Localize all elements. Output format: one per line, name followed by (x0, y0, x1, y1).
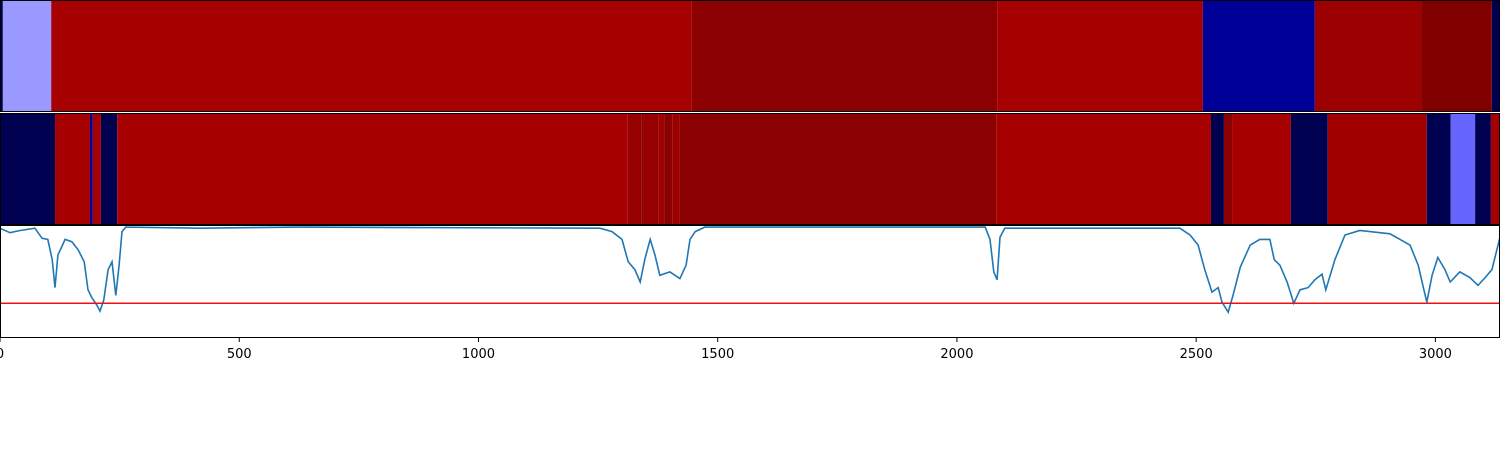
segment (55, 113, 90, 225)
segment (100, 113, 118, 225)
segment (641, 113, 644, 225)
segment (89, 113, 93, 225)
segment (1450, 113, 1476, 225)
x-tick-label: 3000 (1419, 347, 1452, 362)
segment (627, 113, 642, 225)
x-tick-label: 1500 (701, 347, 734, 362)
segment (1211, 113, 1224, 225)
segment (1232, 113, 1291, 225)
segment (1491, 0, 1500, 112)
segment (1490, 113, 1500, 225)
segment (92, 113, 101, 225)
segment (664, 113, 673, 225)
plot-frame (0, 225, 1500, 338)
segment (643, 113, 659, 225)
x-tick-label: 0 (0, 347, 4, 362)
segment (1223, 113, 1233, 225)
segment (51, 0, 692, 112)
segment (1327, 113, 1427, 225)
segment (1421, 0, 1492, 112)
segment (1202, 0, 1315, 112)
x-tick-label: 1000 (462, 347, 495, 362)
segment (691, 0, 998, 112)
segment (1314, 0, 1422, 112)
segment (2, 0, 52, 112)
segment (679, 113, 997, 225)
segment (658, 113, 665, 225)
segment (0, 0, 3, 112)
segment (997, 0, 1203, 112)
segment (1290, 113, 1328, 225)
segment (1426, 113, 1451, 225)
segment (117, 113, 628, 225)
segment (1475, 113, 1491, 225)
segment (672, 113, 680, 225)
segment (996, 113, 1212, 225)
x-tick-label: 2000 (940, 347, 973, 362)
line (0, 226, 1500, 315)
x-tick-label: 500 (227, 347, 252, 362)
segment (0, 113, 56, 225)
x-tick-label: 2500 (1180, 347, 1213, 362)
